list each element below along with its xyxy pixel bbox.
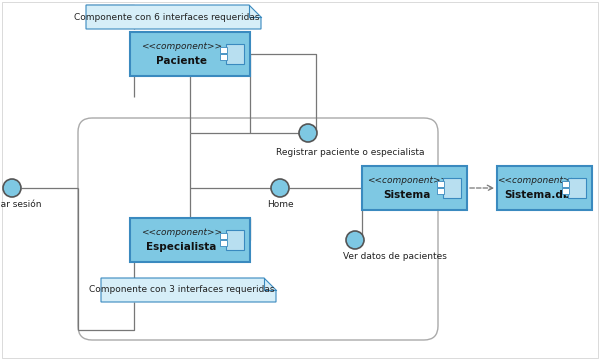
FancyBboxPatch shape [437,181,444,187]
FancyBboxPatch shape [220,233,227,239]
FancyBboxPatch shape [220,47,227,53]
FancyBboxPatch shape [226,230,244,250]
Text: <<component>>: <<component>> [141,42,222,51]
Text: Iniciar sesión: Iniciar sesión [0,200,42,209]
FancyBboxPatch shape [226,44,244,64]
Text: Componente con 3 interfaces requeridas: Componente con 3 interfaces requeridas [89,285,274,294]
FancyBboxPatch shape [130,32,250,76]
FancyBboxPatch shape [497,166,592,210]
Text: Ver datos de pacientes: Ver datos de pacientes [343,252,447,261]
Text: Paciente: Paciente [156,57,207,67]
Circle shape [3,179,21,197]
Text: <<component>>: <<component>> [367,176,448,185]
FancyBboxPatch shape [443,178,461,198]
FancyBboxPatch shape [130,218,250,262]
Polygon shape [101,278,276,302]
FancyBboxPatch shape [568,178,586,198]
FancyBboxPatch shape [362,166,467,210]
FancyBboxPatch shape [562,181,569,187]
Text: Sistema.db: Sistema.db [505,190,571,201]
Text: <<component>>: <<component>> [141,228,222,237]
FancyBboxPatch shape [220,240,227,246]
Circle shape [271,179,289,197]
Text: Registrar paciente o especialista: Registrar paciente o especialista [276,148,424,157]
Polygon shape [86,5,261,29]
Text: Componente con 6 interfaces requeridas: Componente con 6 interfaces requeridas [74,13,259,22]
Text: Especialista: Especialista [146,243,217,252]
FancyBboxPatch shape [220,54,227,60]
Circle shape [299,124,317,142]
Text: Home: Home [266,200,293,209]
Text: Sistema: Sistema [383,190,431,201]
FancyBboxPatch shape [437,188,444,194]
Text: <<component>>: <<component>> [497,176,578,185]
Circle shape [346,231,364,249]
FancyBboxPatch shape [562,188,569,194]
